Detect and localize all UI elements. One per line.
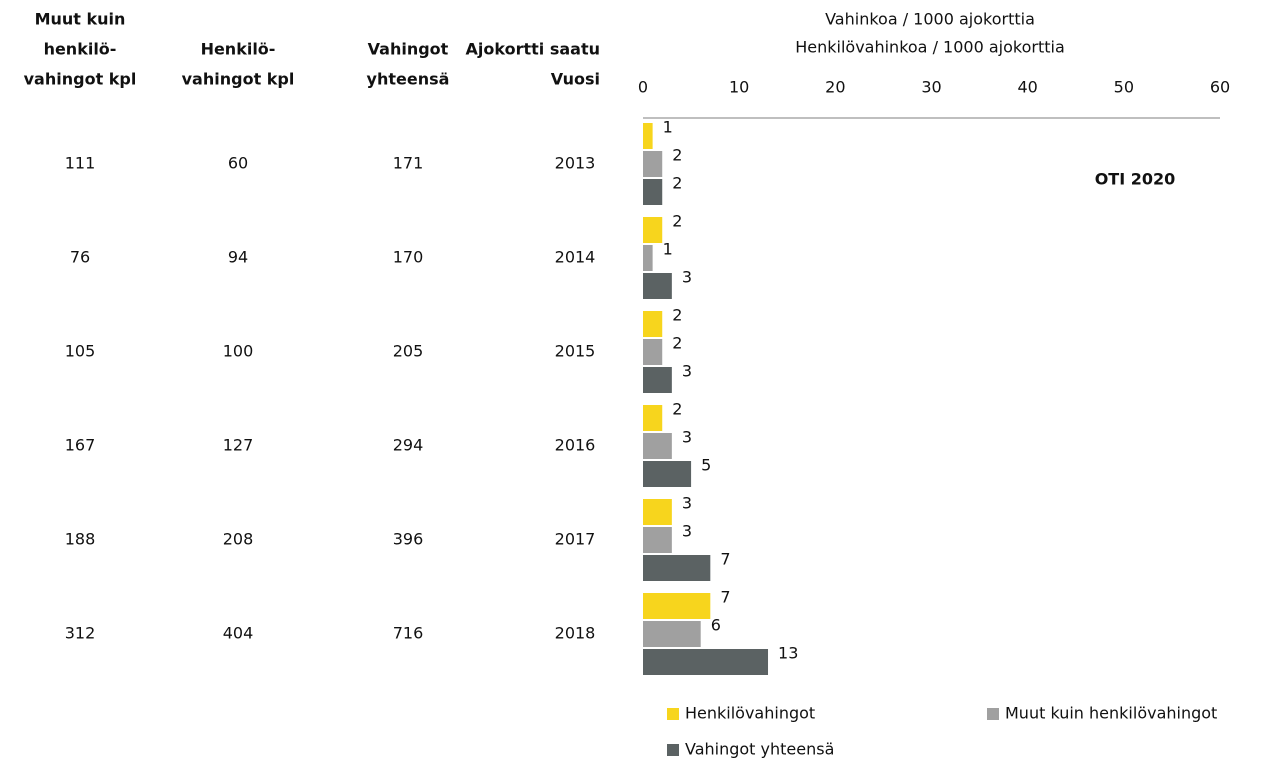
legend-label: Henkilövahingot [685,704,815,723]
y-tick-label: 2013 [555,154,596,173]
bar [643,273,672,299]
y-tick-label: 2017 [555,530,596,549]
table-cell: 100 [223,342,254,361]
table-cell: 205 [393,342,424,361]
table-cell: 396 [393,530,424,549]
table-cell: 188 [65,530,96,549]
bar [643,151,663,177]
column-header: henkilö- [44,40,117,59]
table-cell: 111 [65,154,96,173]
table-cell: 76 [70,248,90,267]
data-label: 6 [711,616,721,635]
table-cell: 171 [393,154,424,173]
table-cell: 404 [223,624,254,643]
table-cell: 294 [393,436,424,455]
table-cell: 312 [65,624,96,643]
bar [643,123,653,149]
y-tick-label: 2015 [555,342,596,361]
bar [643,367,672,393]
x-tick-label: 10 [729,78,749,97]
bar [643,499,672,525]
column-header: Vahingot [368,40,449,59]
data-label: 7 [720,550,730,569]
data-label: 1 [663,240,673,259]
column-header: yhteensä [367,70,450,89]
table-cell: 127 [223,436,254,455]
bar [643,405,663,431]
data-label: 2 [672,146,682,165]
annotation: OTI 2020 [1095,170,1176,189]
column-header: Ajokortti saatu [466,40,600,59]
table-cell: 105 [65,342,96,361]
data-label: 3 [682,362,692,381]
data-label: 2 [672,306,682,325]
axis-title: Vahinkoa / 1000 ajokorttia [825,10,1035,29]
data-label: 3 [682,522,692,541]
bar [643,339,663,365]
data-label: 2 [672,334,682,353]
bar [643,433,672,459]
table-cell: 716 [393,624,424,643]
table-cell: 60 [228,154,248,173]
column-header: Muut kuin [35,10,126,29]
data-label: 5 [701,456,711,475]
x-tick-label: 0 [638,78,648,97]
data-label: 3 [682,268,692,287]
data-label: 2 [672,212,682,231]
column-header: vahingot kpl [182,70,295,89]
legend-swatch [667,744,679,756]
data-label: 3 [682,428,692,447]
bar [643,179,663,205]
x-tick-label: 20 [825,78,845,97]
legend-label: Vahingot yhteensä [685,740,834,759]
data-label: 7 [720,588,730,607]
bar [643,649,769,675]
bar [643,621,701,647]
data-label: 1 [663,118,673,137]
legend-label: Muut kuin henkilövahingot [1005,704,1217,723]
bar [643,527,672,553]
legend-swatch [667,708,679,720]
y-tick-label: 2014 [555,248,596,267]
x-tick-label: 40 [1017,78,1037,97]
x-tick-label: 30 [921,78,941,97]
x-tick-label: 60 [1210,78,1230,97]
table-cell: 208 [223,530,254,549]
x-tick-label: 50 [1114,78,1134,97]
column-header: Vuosi [551,70,600,89]
table-cell: 167 [65,436,96,455]
data-label: 3 [682,494,692,513]
bar [643,593,711,619]
data-label: 13 [778,644,798,663]
bar [643,245,653,271]
table-cell: 170 [393,248,424,267]
bar [643,311,663,337]
bar [643,217,663,243]
bar [643,461,692,487]
table-cell: 94 [228,248,248,267]
bar [643,555,711,581]
data-label: 2 [672,174,682,193]
legend-swatch [987,708,999,720]
column-header: vahingot kpl [24,70,137,89]
axis-title: Henkilövahinkoa / 1000 ajokorttia [795,38,1065,57]
y-tick-label: 2016 [555,436,596,455]
column-header: Henkilö- [201,40,276,59]
data-label: 2 [672,400,682,419]
y-tick-label: 2018 [555,624,596,643]
